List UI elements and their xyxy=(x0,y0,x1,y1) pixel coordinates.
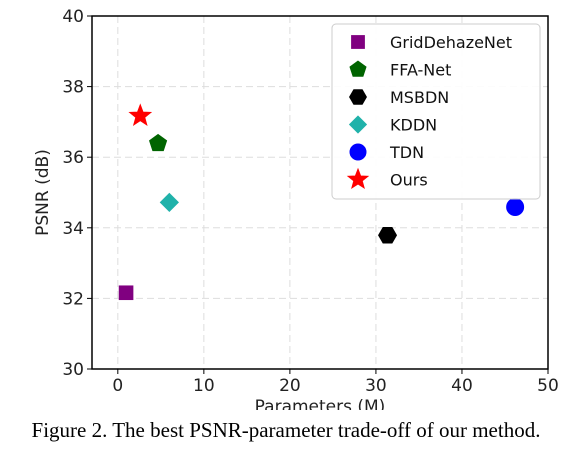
y-tick-label: 36 xyxy=(62,148,84,168)
y-tick-label: 30 xyxy=(62,360,84,380)
data-point-griddehazenet xyxy=(118,285,134,301)
legend-label-ffa-net: FFA-Net xyxy=(390,61,451,80)
plot-frame xyxy=(91,15,549,370)
psnr-parameter-scatter-chart: 0 10 20 30 40 50 30 32 34 36 38 40 Parameters (M) PSN… xyxy=(33,7,559,410)
legend-label-griddehazenet: GridDehazeNet xyxy=(390,33,512,52)
legend-marker-griddehazenet xyxy=(351,35,365,49)
x-tick-label: 10 xyxy=(193,376,215,396)
legend-marker-kddn xyxy=(348,115,368,134)
y-tick-label: 40 xyxy=(62,7,84,27)
legend-label-ours: Ours xyxy=(390,171,428,190)
legend-marker-ours xyxy=(346,167,370,190)
legend-label-tdn: TDN xyxy=(389,143,424,162)
y-tick-label: 38 xyxy=(62,78,84,98)
y-axis-label: PSNR (dB) xyxy=(33,149,53,236)
y-tick-label: 34 xyxy=(62,219,84,239)
legend-box xyxy=(331,23,541,200)
x-tick-label: 40 xyxy=(451,376,473,396)
x-tick-label: 20 xyxy=(279,376,301,396)
legend-label-msbdn: MSBDN xyxy=(390,88,449,107)
legend-marker-msbdn xyxy=(349,89,367,105)
data-point-ffa-net xyxy=(149,133,168,152)
data-point-msbdn xyxy=(378,226,398,244)
legend-marker-ffa-net xyxy=(349,60,367,77)
y-tick-label: 32 xyxy=(62,289,84,309)
axes: 0 10 20 30 40 50 30 32 34 36 38 40 Parameters (M) PSN… xyxy=(33,7,559,410)
data-point-kddn xyxy=(159,192,179,213)
figure-caption: Figure 2. The best PSNR-parameter trade-… xyxy=(31,418,541,442)
data-point-tdn xyxy=(506,197,525,216)
x-axis-label: Parameters (M) xyxy=(255,397,386,410)
x-tick-label: 0 xyxy=(112,376,123,396)
x-tick-label: 50 xyxy=(537,376,559,396)
legend-marker-tdn xyxy=(349,143,367,161)
data-points xyxy=(118,103,525,301)
legend-label-kddn: KDDN xyxy=(390,116,437,135)
x-tick-label: 30 xyxy=(365,376,387,396)
legend: GridDehazeNet FFA-Net MSBDN KDDN TDN Ours xyxy=(331,23,541,200)
data-point-ours xyxy=(128,103,153,126)
